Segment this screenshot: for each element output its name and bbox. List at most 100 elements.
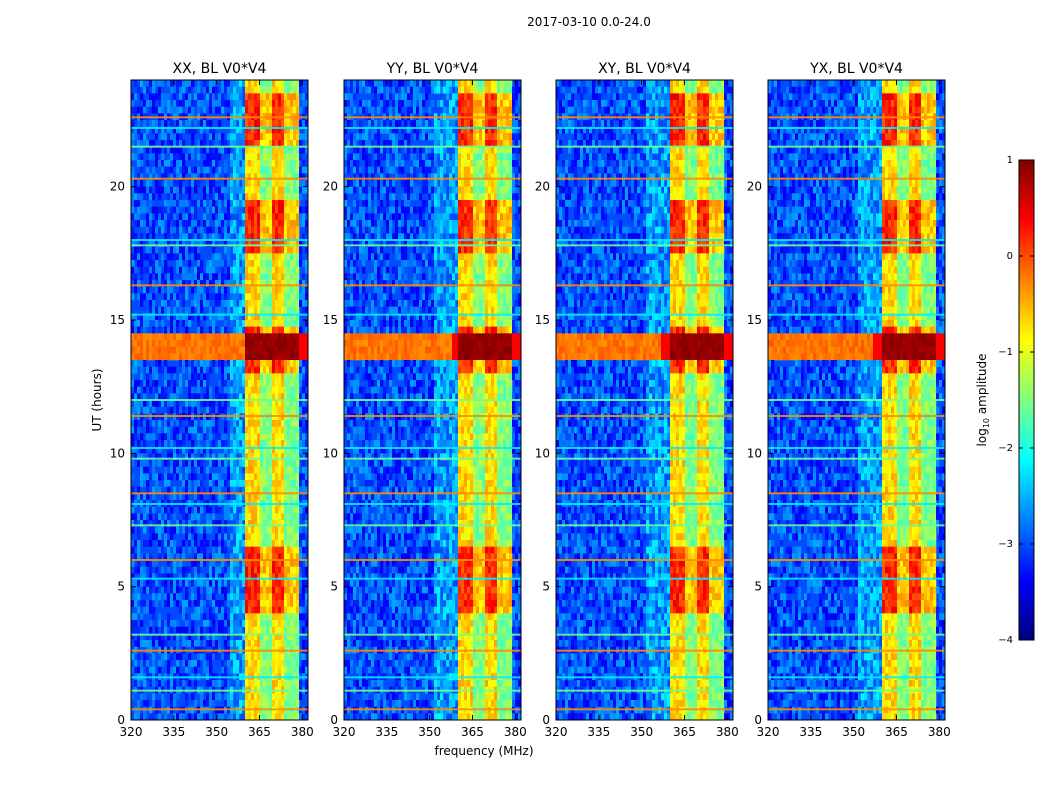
heatmap-cell [290, 520, 294, 527]
heatmap-cell [458, 80, 462, 87]
heatmap-cell [212, 326, 216, 334]
heatmap-cell [275, 353, 279, 361]
heatmap-cell [197, 640, 201, 647]
heatmap-cell [164, 600, 168, 607]
heatmap-cell [260, 466, 264, 474]
heatmap-cell [170, 680, 174, 687]
heatmap-cell [296, 286, 300, 294]
heatmap-cell [215, 486, 219, 494]
heatmap-cell [266, 140, 270, 147]
heatmap-cell [248, 526, 252, 534]
heatmap-cell [251, 173, 255, 181]
heatmap-cell [176, 600, 180, 607]
heatmap-cell [254, 280, 258, 287]
heatmap-cell [164, 580, 168, 587]
heatmap-cell [227, 620, 231, 627]
heatmap-cell [287, 153, 291, 161]
heatmap-cell [272, 273, 276, 281]
heatmap-cell [182, 513, 186, 521]
heatmap-cell [230, 666, 234, 674]
heatmap-cell [290, 280, 294, 287]
heatmap-cell [149, 620, 153, 627]
heatmap-cell [182, 200, 186, 207]
heatmap-cell [158, 400, 162, 407]
heatmap-cell [497, 126, 501, 134]
heatmap-cell [458, 106, 462, 114]
heatmap-cell [212, 333, 216, 341]
heatmap-cell [245, 260, 249, 267]
heatmap-cell [443, 126, 447, 134]
heatmap-cell [269, 353, 273, 361]
heatmap-cell [161, 506, 165, 514]
heatmap-cell [146, 406, 150, 414]
heatmap-cell [296, 346, 300, 354]
heatmap-cell [203, 526, 207, 534]
heatmap-cell [200, 446, 204, 454]
heatmap-cell [140, 553, 144, 561]
heatmap-cell [281, 446, 285, 454]
heatmap-cell [254, 640, 258, 647]
heatmap-cell [284, 293, 288, 301]
heatmap-cell [227, 346, 231, 354]
heatmap-cell [263, 666, 267, 674]
heatmap-cell [266, 640, 270, 647]
heatmap-cell [233, 286, 237, 294]
heatmap-cell [233, 373, 237, 381]
heatmap-cell [287, 653, 291, 661]
heatmap-cell [143, 446, 147, 454]
heatmap-cell [437, 80, 441, 87]
heatmap-cell [188, 93, 192, 101]
heatmap-cell [137, 486, 141, 494]
heatmap-cell [488, 133, 492, 141]
heatmap-cell [239, 333, 243, 341]
heatmap-cell [233, 206, 237, 214]
heatmap-cell [224, 446, 228, 454]
heatmap-cell [248, 240, 252, 247]
heatmap-cell [281, 126, 285, 134]
heatmap-cell [269, 546, 273, 554]
heatmap-cell [170, 533, 174, 541]
heatmap-cell [425, 120, 429, 127]
y-tick-label: 20 [110, 180, 125, 194]
heatmap-cell [206, 240, 210, 247]
heatmap-cell [281, 320, 285, 327]
heatmap-cell [269, 120, 273, 127]
heatmap-cell [140, 713, 144, 721]
heatmap-cell [161, 400, 165, 407]
heatmap-cell [143, 266, 147, 274]
heatmap-cell [233, 666, 237, 674]
heatmap-cell [299, 353, 303, 361]
heatmap-cell [197, 273, 201, 281]
heatmap-cell [230, 553, 234, 561]
heatmap-cell [233, 580, 237, 587]
heatmap-cell [194, 486, 198, 494]
heatmap-cell [266, 213, 270, 221]
heatmap-cell [131, 653, 135, 661]
heatmap-cell [224, 100, 228, 107]
heatmap-cell [293, 126, 297, 134]
heatmap-cell [284, 573, 288, 581]
heatmap-cell [167, 226, 171, 234]
heatmap-cell [245, 246, 249, 254]
heatmap-cell [239, 200, 243, 207]
heatmap-cell [299, 680, 303, 687]
heatmap-cell [266, 593, 270, 601]
axes-frame [130, 79, 309, 721]
heatmap-cell [245, 460, 249, 467]
heatmap-cell [497, 100, 501, 107]
heatmap-cell [143, 526, 147, 534]
heatmap-cell [131, 326, 135, 334]
heatmap-cell [272, 366, 276, 374]
heatmap-cell [290, 660, 294, 667]
heatmap-cell [263, 346, 267, 354]
heatmap-cell [146, 660, 150, 667]
heatmap-cell [284, 406, 288, 414]
heatmap-cell [248, 580, 252, 587]
heatmap-cell [434, 86, 438, 94]
heatmap-cell [266, 126, 270, 134]
heatmap-cell [236, 353, 240, 361]
heatmap-cell [221, 406, 225, 414]
heatmap-cell [260, 493, 264, 501]
heatmap-cell [449, 86, 453, 94]
heatmap-cell [251, 133, 255, 141]
